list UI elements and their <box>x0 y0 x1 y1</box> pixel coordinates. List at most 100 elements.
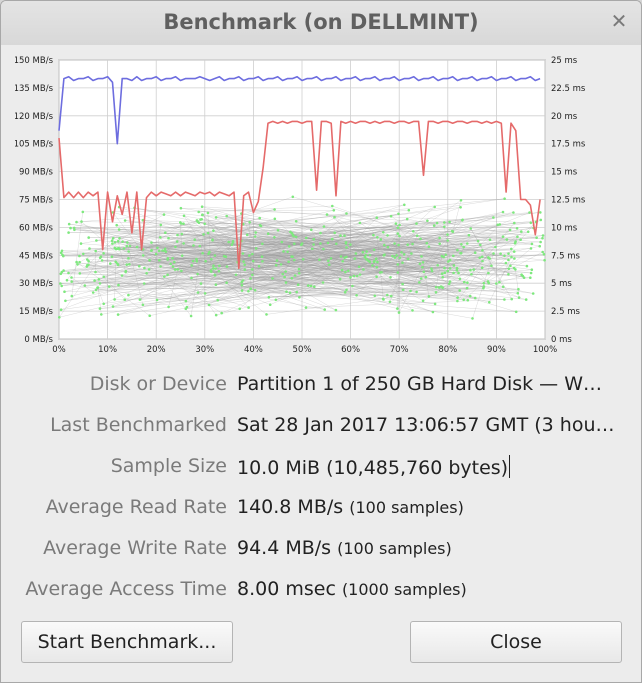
access-time-point <box>276 229 280 232</box>
x-tick-label: 0% <box>52 345 66 355</box>
access-time-point <box>225 281 228 284</box>
access-time-point <box>266 232 270 235</box>
access-time-point <box>501 210 505 214</box>
access-time-point <box>309 284 313 288</box>
left-tick-label: 15 MB/s <box>19 307 54 317</box>
x-tick-label: 90% <box>487 345 506 355</box>
access-time-point <box>462 245 466 249</box>
access-time-point <box>241 279 245 282</box>
x-tick-label: 10% <box>98 345 117 355</box>
access-time-point <box>198 244 202 248</box>
access-time-point <box>398 223 401 227</box>
access-time-point <box>507 252 510 255</box>
access-time-point <box>83 284 87 287</box>
access-time-point <box>196 272 199 276</box>
access-time-point <box>125 263 129 266</box>
access-time-point <box>118 237 121 240</box>
access-time-point <box>201 251 204 255</box>
access-time-point <box>107 285 111 288</box>
access-time-point <box>248 221 251 224</box>
access-time-point <box>300 242 304 245</box>
access-time-point <box>427 295 431 298</box>
access-time-point <box>468 294 472 298</box>
access-time-point <box>401 288 405 292</box>
sample-size-label: Sample Size <box>110 455 227 477</box>
access-time-point <box>87 259 90 263</box>
close-button[interactable]: Close <box>410 621 622 663</box>
access-time-point <box>378 271 382 274</box>
access-time-point <box>472 268 476 271</box>
access-time-point <box>482 281 486 285</box>
access-time-point <box>176 268 180 271</box>
access-time-point <box>488 257 492 260</box>
last-benchmarked-label: Last Benchmarked <box>50 414 227 436</box>
access-time-point <box>503 197 506 200</box>
access-time-point <box>457 271 460 275</box>
access-time-point <box>60 284 63 288</box>
access-time-point <box>135 245 139 249</box>
title-bar: Benchmark (on DELLMINT) ✕ <box>1 1 641 45</box>
access-time-point <box>70 294 74 298</box>
access-time-point <box>434 291 438 294</box>
field-row-last-benchmarked: Last Benchmarked Sat 28 Jan 2017 13:06:5… <box>1 414 641 438</box>
access-time-point <box>180 232 184 236</box>
access-time-point <box>507 258 510 262</box>
access-time-point <box>65 278 69 282</box>
access-time-point <box>218 264 221 268</box>
access-time-point <box>243 263 246 267</box>
access-time-point <box>526 230 530 234</box>
access-time-point <box>440 272 444 275</box>
access-time-point <box>293 242 296 245</box>
sample-size-value[interactable]: 10.0 MiB (10,485,760 bytes) <box>237 457 509 479</box>
access-time-point <box>381 297 385 301</box>
access-time-point <box>517 287 520 291</box>
access-time-point <box>248 254 251 257</box>
access-time-point <box>490 264 493 268</box>
access-time-point <box>117 228 121 231</box>
access-time-value-wrap: 8.00 msec (1000 samples) <box>237 578 627 600</box>
start-benchmark-button[interactable]: Start Benchmark... <box>21 621 233 663</box>
access-time-point <box>195 257 198 261</box>
access-time-point <box>446 269 450 273</box>
last-benchmarked-value: Sat 28 Jan 2017 13:06:57 GMT (3 hou… <box>237 414 615 436</box>
access-time-point <box>458 289 462 292</box>
access-time-point <box>240 283 244 287</box>
access-time-point <box>443 221 446 224</box>
access-time-point <box>222 254 226 258</box>
access-time-point <box>512 250 516 253</box>
access-time-point <box>59 282 62 285</box>
access-time-point <box>143 266 146 270</box>
access-time-point <box>539 211 542 214</box>
access-time-point <box>98 282 102 285</box>
access-time-point <box>67 271 70 275</box>
access-time-point <box>197 210 200 214</box>
access-time-point <box>210 258 213 261</box>
access-time-point <box>495 282 498 285</box>
access-time-point <box>59 251 63 255</box>
access-time-point <box>333 231 337 235</box>
access-time-point <box>211 238 214 242</box>
access-time-point <box>466 281 469 284</box>
access-time-point <box>94 249 97 253</box>
access-time-point <box>463 280 466 284</box>
access-time-point <box>528 211 531 214</box>
access-time-point <box>345 288 348 292</box>
access-time-point <box>411 242 414 246</box>
access-time-point <box>319 231 322 235</box>
access-time-point <box>127 257 130 260</box>
x-tick-label: 40% <box>244 345 263 355</box>
sample-size-value-wrap[interactable]: 10.0 MiB (10,485,760 bytes) <box>237 455 627 479</box>
close-icon[interactable]: ✕ <box>610 9 628 33</box>
access-time-point <box>362 268 365 271</box>
left-tick-label: 105 MB/s <box>15 140 54 150</box>
access-time-point <box>496 223 500 227</box>
access-time-point <box>259 224 263 228</box>
access-time-point <box>288 291 292 295</box>
access-time-point <box>117 283 120 287</box>
access-time-point <box>382 254 386 257</box>
access-time-point <box>332 209 336 212</box>
access-time-point <box>331 204 334 208</box>
access-time-point <box>161 249 164 252</box>
access-time-point <box>386 245 390 249</box>
access-time-point <box>290 276 294 280</box>
